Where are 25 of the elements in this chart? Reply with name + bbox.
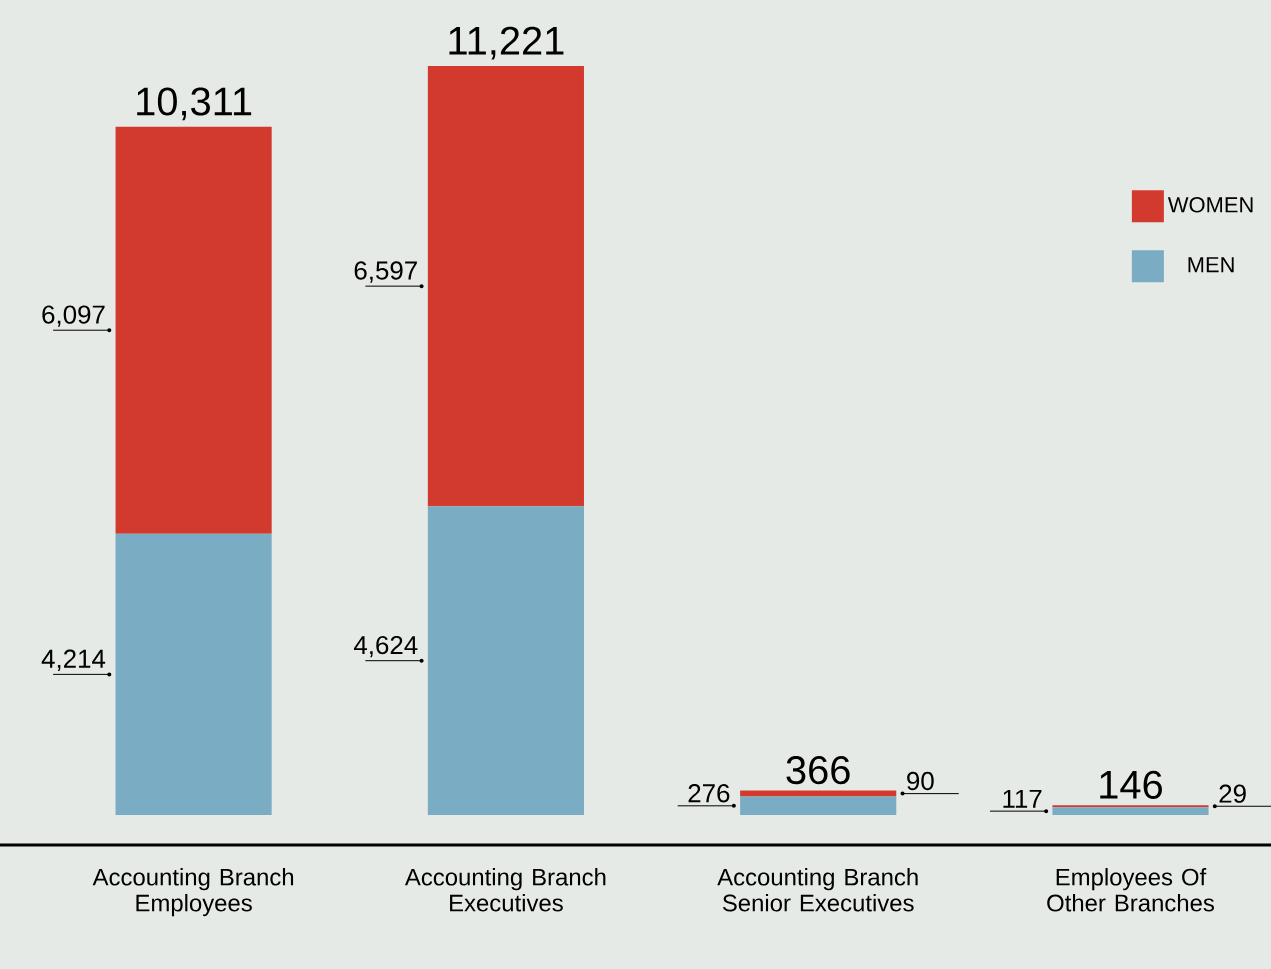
total-label: 146 (1100, 770, 1162, 799)
data-label: 117 (1003, 789, 1042, 808)
data-label: 90 (907, 771, 934, 791)
data-label: 4,214 (41, 649, 106, 671)
data-label: 29 (1219, 784, 1246, 803)
x-tick-label: Accounting Branch Employees (92, 868, 294, 917)
total-label: 10,311 (137, 87, 252, 121)
bar (427, 65, 584, 507)
total-label: 366 (786, 756, 850, 785)
total-label: 11,221 (449, 26, 564, 60)
bar (740, 790, 897, 797)
data-label: 276 (688, 784, 730, 803)
bar (740, 796, 897, 816)
bar (427, 506, 584, 816)
bar (115, 126, 272, 534)
bar (115, 533, 272, 816)
bar (1052, 807, 1209, 816)
data-label: 6,597 (354, 261, 417, 283)
legend-label: MEN (1188, 257, 1234, 273)
x-tick-label: Accounting Branch Executives (404, 868, 606, 912)
x-tick-label: Employees Of Other Branches (1047, 868, 1214, 912)
x-tick-label: Accounting Branch Senior Executives (717, 868, 918, 912)
data-label: 6,097 (42, 305, 105, 327)
legend-label: WOMEN (1167, 197, 1253, 213)
data-label: 4,624 (353, 635, 418, 658)
